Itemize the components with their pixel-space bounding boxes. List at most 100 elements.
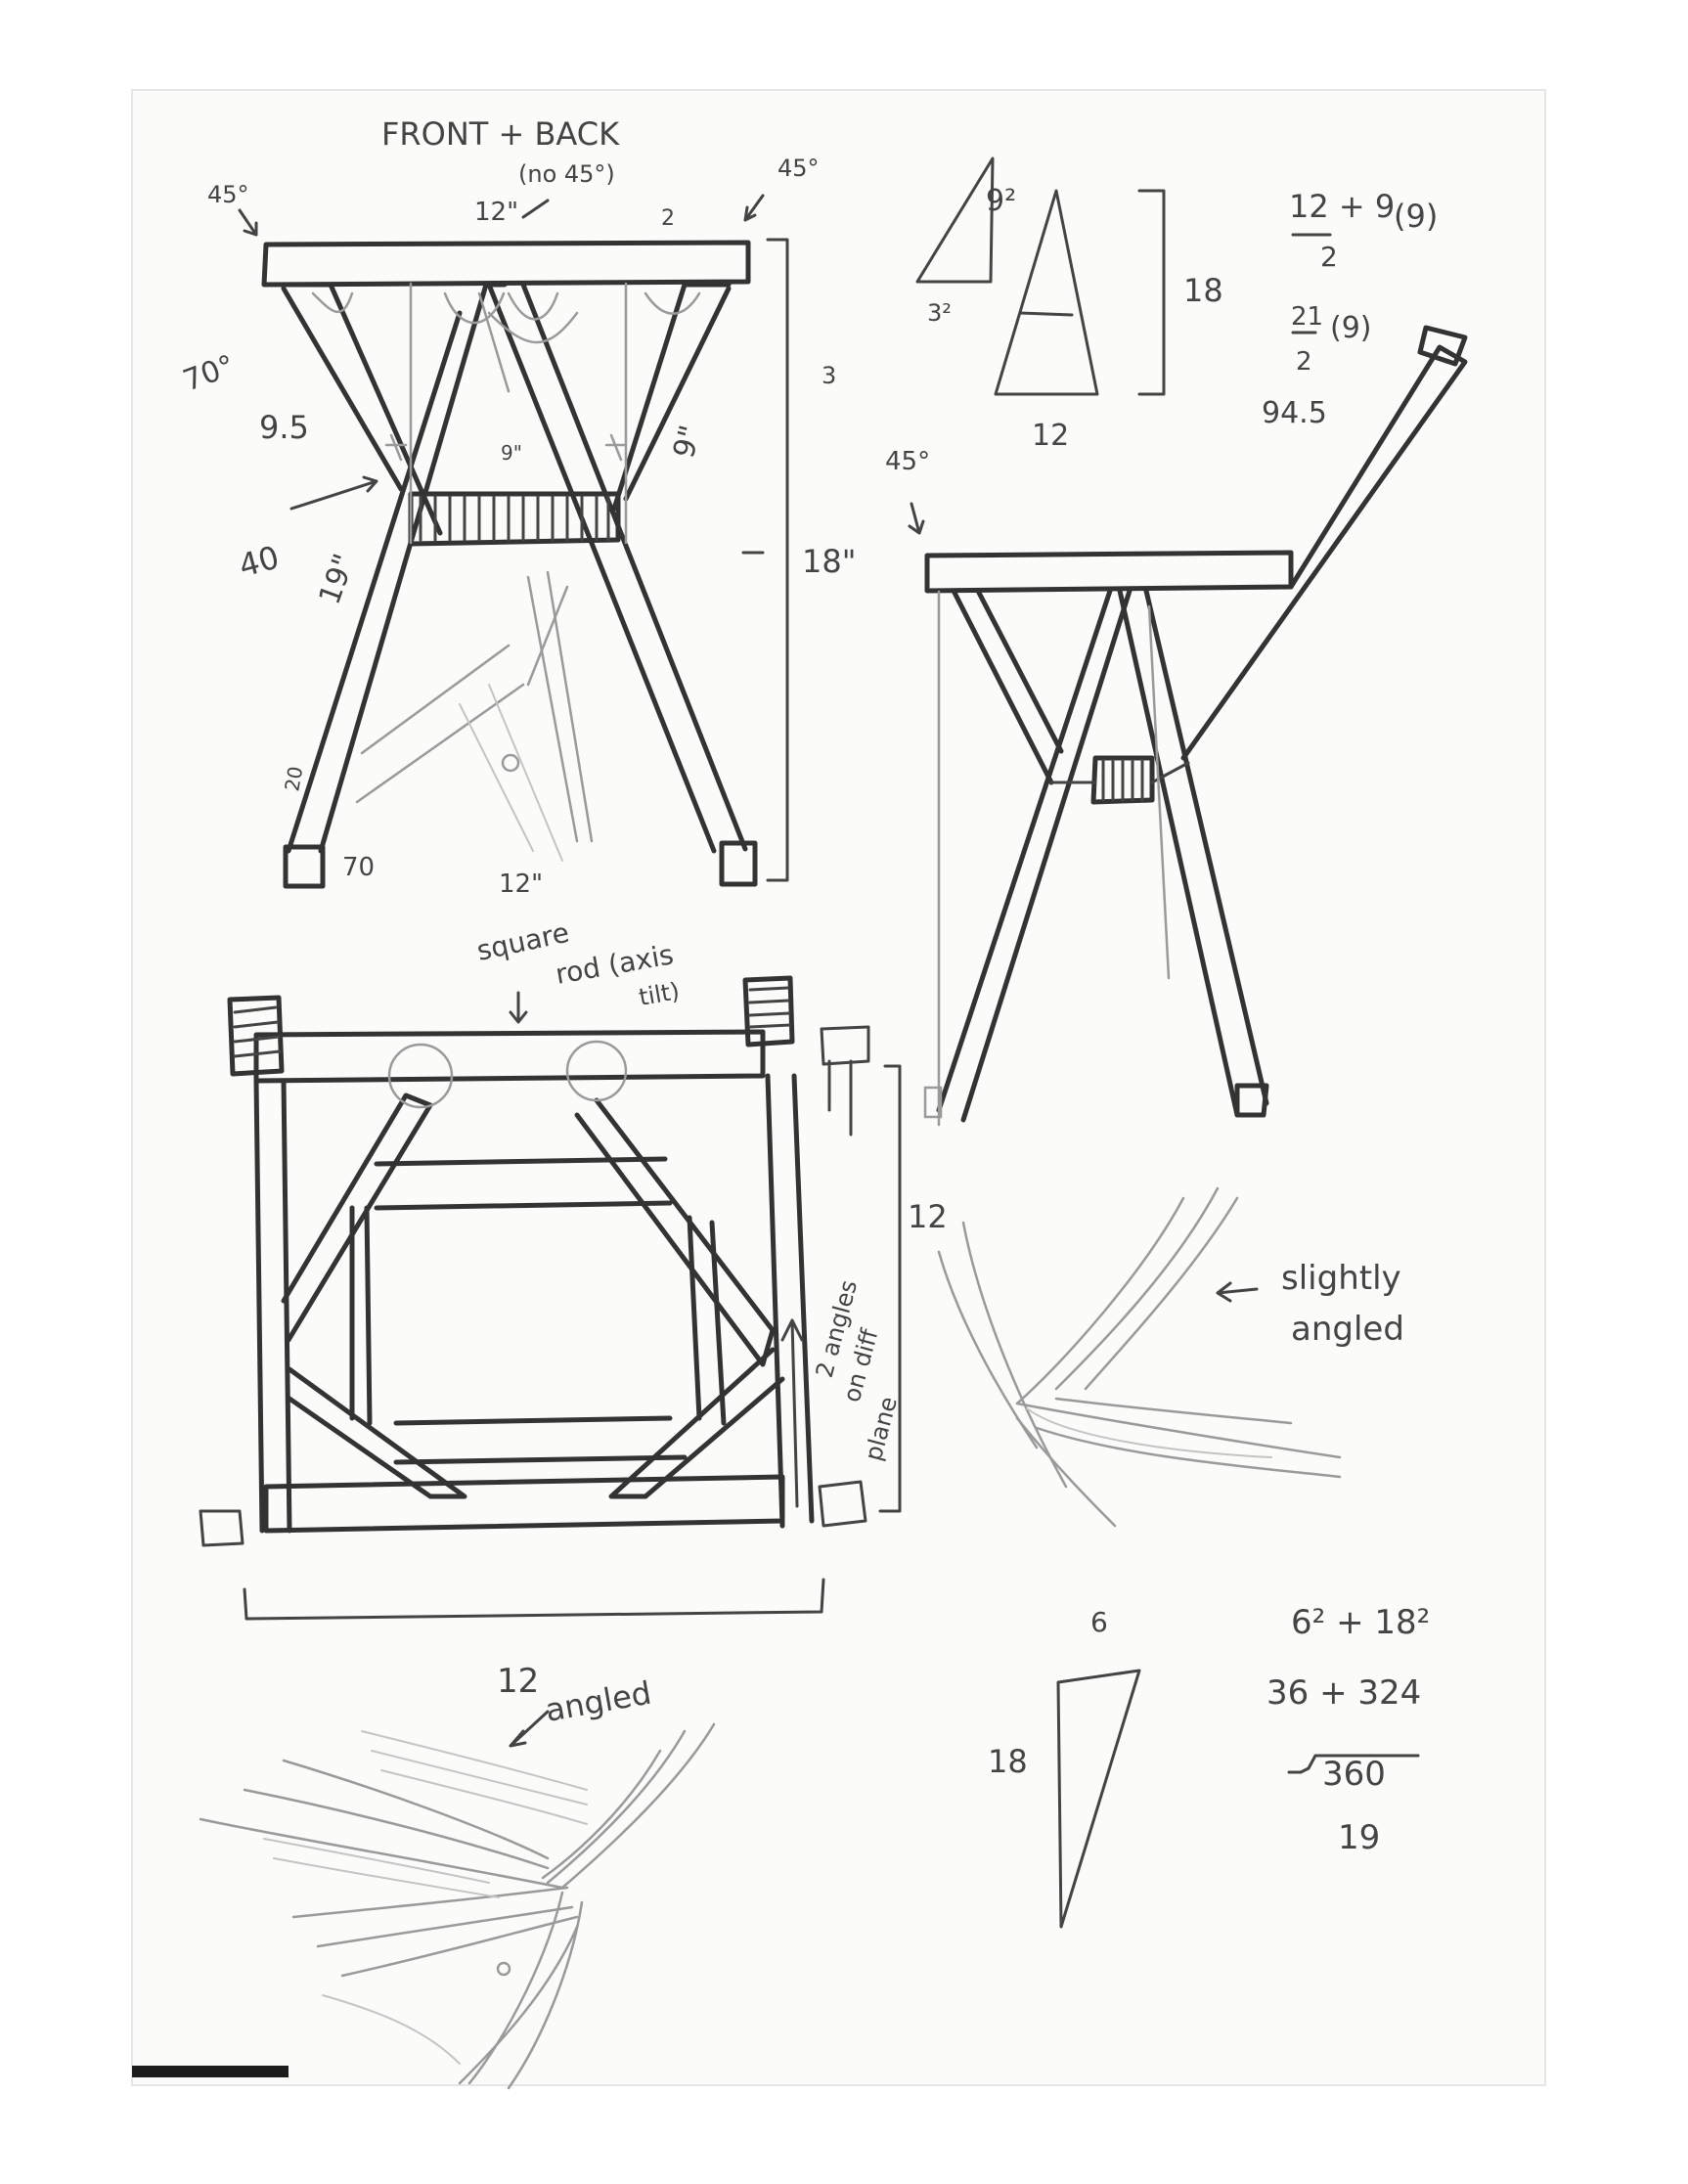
pythagoras-eq3: 360 (1322, 1755, 1386, 1794)
side-backrest-cap (1417, 325, 1468, 367)
small-triangle-top-label: 9² (986, 184, 1016, 218)
large-triangle-base-label: 12 (1032, 419, 1069, 453)
front-pencil-construction (311, 282, 701, 862)
front-height-total-label: 18" (802, 543, 856, 580)
front-leg-left-outer (286, 310, 463, 854)
top-inner-left (349, 1205, 373, 1426)
front-corner-left-label: 45° (207, 181, 249, 208)
front-foot-height-label: 20 (280, 765, 307, 793)
front-view-drawing (238, 194, 789, 889)
detail-right-label-line1: slightly (1281, 1259, 1401, 1298)
top-view-drawing (199, 975, 902, 1621)
front-corner-left-arrow (238, 208, 258, 237)
large-triangle-height-dim (1137, 189, 1166, 396)
top-angle-arrow (780, 1318, 804, 1508)
side-backrest (1180, 344, 1468, 761)
pythagoras-eq2: 36 + 324 (1266, 1673, 1421, 1713)
top-inner-front (393, 1415, 673, 1426)
small-triangle (915, 156, 995, 284)
top-post-left (227, 995, 285, 1077)
formula-mult2: (9) (1330, 311, 1372, 345)
front-leg-right-inner (520, 282, 748, 852)
side-leg-left-outer (936, 588, 1113, 1113)
front-height-dimension (766, 238, 789, 882)
side-brace-left (951, 588, 1054, 785)
front-brace-length-label: 9.5 (259, 409, 309, 446)
formula-den2: 2 (1296, 347, 1312, 377)
front-brace-right (623, 286, 732, 502)
side-foot-right (1234, 1083, 1269, 1118)
detail-right-drawing (937, 1186, 1342, 1528)
detail-bottom-drawing (199, 1710, 716, 2090)
large-triangle-cut-line (1018, 311, 1074, 317)
side-stretcher (1090, 755, 1155, 805)
front-brace-left (281, 286, 404, 492)
top-depth-dimension (878, 1064, 902, 1513)
small-triangle-base-label: 3² (927, 299, 952, 327)
front-seat-top (261, 240, 751, 288)
front-leg-left-upper (279, 282, 443, 536)
front-leg-left-inner (318, 282, 508, 854)
sqrt-symbol (1287, 1754, 1420, 1774)
side-leg-right-inner (1143, 588, 1269, 1106)
front-foot-left (283, 844, 326, 889)
top-left-rail (253, 1078, 292, 1534)
front-title: FRONT + BACK (381, 115, 620, 153)
paper-edge-shadow (132, 2066, 289, 2077)
front-top-width-label: 12" (474, 198, 518, 227)
top-rod-joint-left (387, 1043, 454, 1109)
pythagoras-triangle (1056, 1669, 1141, 1929)
pythagoras-drawing (1056, 1669, 1420, 1929)
triangle-calc-drawing (915, 156, 1332, 396)
top-width-dimension (243, 1578, 825, 1621)
top-brace-left-back (281, 1092, 433, 1343)
large-triangle (994, 189, 1099, 396)
formula-den1: 2 (1320, 241, 1338, 273)
front-corner-right-arrow (743, 194, 765, 222)
top-inner-back (374, 1156, 668, 1167)
pythagoras-result: 19 (1338, 1818, 1380, 1857)
top-brace-right-front (608, 1347, 785, 1499)
front-stretcher-label: 9" (501, 441, 522, 465)
top-post-right (742, 975, 795, 1047)
side-corner-label: 45° (885, 447, 930, 476)
front-angle-arrow (289, 475, 378, 511)
front-foot-angle-label: 70 (342, 853, 375, 882)
front-leg-right-upper (611, 282, 732, 512)
top-right-rail (765, 1073, 815, 1529)
formula-result: 94.5 (1262, 396, 1327, 430)
detail-right-label-line2: angled (1291, 1310, 1404, 1349)
detail-bottom-dim: 12 (497, 1662, 539, 1701)
top-front-rail (253, 1029, 766, 1084)
front-height-top-label: 3 (822, 362, 836, 389)
top-rod-arrow (509, 991, 528, 1024)
side-corner-arrow (908, 502, 925, 535)
front-corner-right-label: 45° (777, 155, 820, 182)
pythagoras-eq1: 6² + 18² (1291, 1603, 1430, 1642)
detail-right-arrow (1216, 1281, 1259, 1303)
large-triangle-height-label: 18 (1183, 272, 1223, 309)
front-foot-right (719, 840, 758, 887)
detail-bottom-arrow (509, 1710, 550, 1748)
top-brace-right-back (574, 1097, 776, 1367)
side-leg-left-inner (960, 588, 1133, 1123)
front-leg-right-outer (486, 282, 717, 854)
front-top-depth-label: 2 (661, 206, 675, 231)
front-stretcher-hatch (419, 495, 610, 542)
formula-line1: 12 + 9 (1289, 188, 1395, 225)
top-brace-left-front (287, 1366, 467, 1499)
paper-sheet (131, 89, 1546, 2086)
front-bottom-width-label: 12" (499, 869, 543, 899)
side-view-drawing (908, 325, 1468, 1127)
top-side-dim-label: 12 (908, 1198, 948, 1235)
front-note: (no 45°) (518, 160, 615, 188)
formula-mult1: (9) (1394, 198, 1438, 235)
side-leg-right-outer (1117, 588, 1240, 1118)
pythagoras-side-label: 18 (988, 1743, 1028, 1780)
top-rod-joint-right (565, 1040, 628, 1102)
pythagoras-top-label: 6 (1090, 1606, 1108, 1638)
formula-num2: 21 (1291, 302, 1323, 332)
top-bottom-left-post (199, 1509, 244, 1547)
